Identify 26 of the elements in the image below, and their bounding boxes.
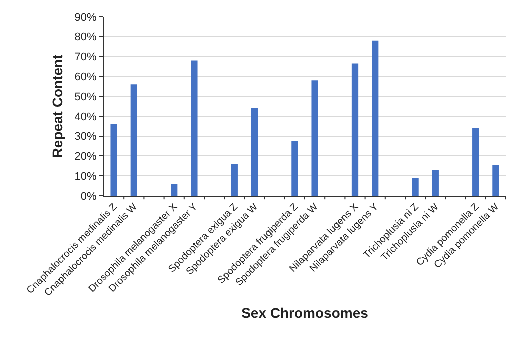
bar: [191, 60, 198, 196]
y-tick-label: 0%: [80, 190, 98, 203]
y-tick-label: 10%: [74, 170, 98, 183]
bar: [312, 80, 318, 196]
y-tick-label: 20%: [74, 151, 98, 164]
bar: [492, 165, 500, 196]
y-tick-label: 60%: [74, 72, 98, 84]
y-tick-label: 40%: [74, 111, 98, 124]
y-tick-label: 80%: [74, 32, 98, 44]
bar: [292, 141, 298, 196]
bar: [171, 184, 178, 196]
y-axis-title: Repeat Content: [49, 54, 66, 158]
bar: [231, 164, 238, 196]
y-tick-label: 90%: [74, 12, 98, 24]
x-axis-title: Sex Chromosomes: [242, 305, 369, 322]
bar: [251, 108, 258, 196]
y-tick-label: 50%: [74, 91, 98, 104]
bar: [110, 124, 118, 196]
bar: [352, 64, 359, 196]
bar: [372, 40, 379, 196]
bar: [412, 178, 419, 196]
y-tick-label: 70%: [74, 52, 98, 64]
bar: [130, 84, 138, 196]
bar: [472, 128, 480, 196]
y-tick-label: 30%: [74, 131, 98, 144]
bar: [432, 170, 439, 196]
